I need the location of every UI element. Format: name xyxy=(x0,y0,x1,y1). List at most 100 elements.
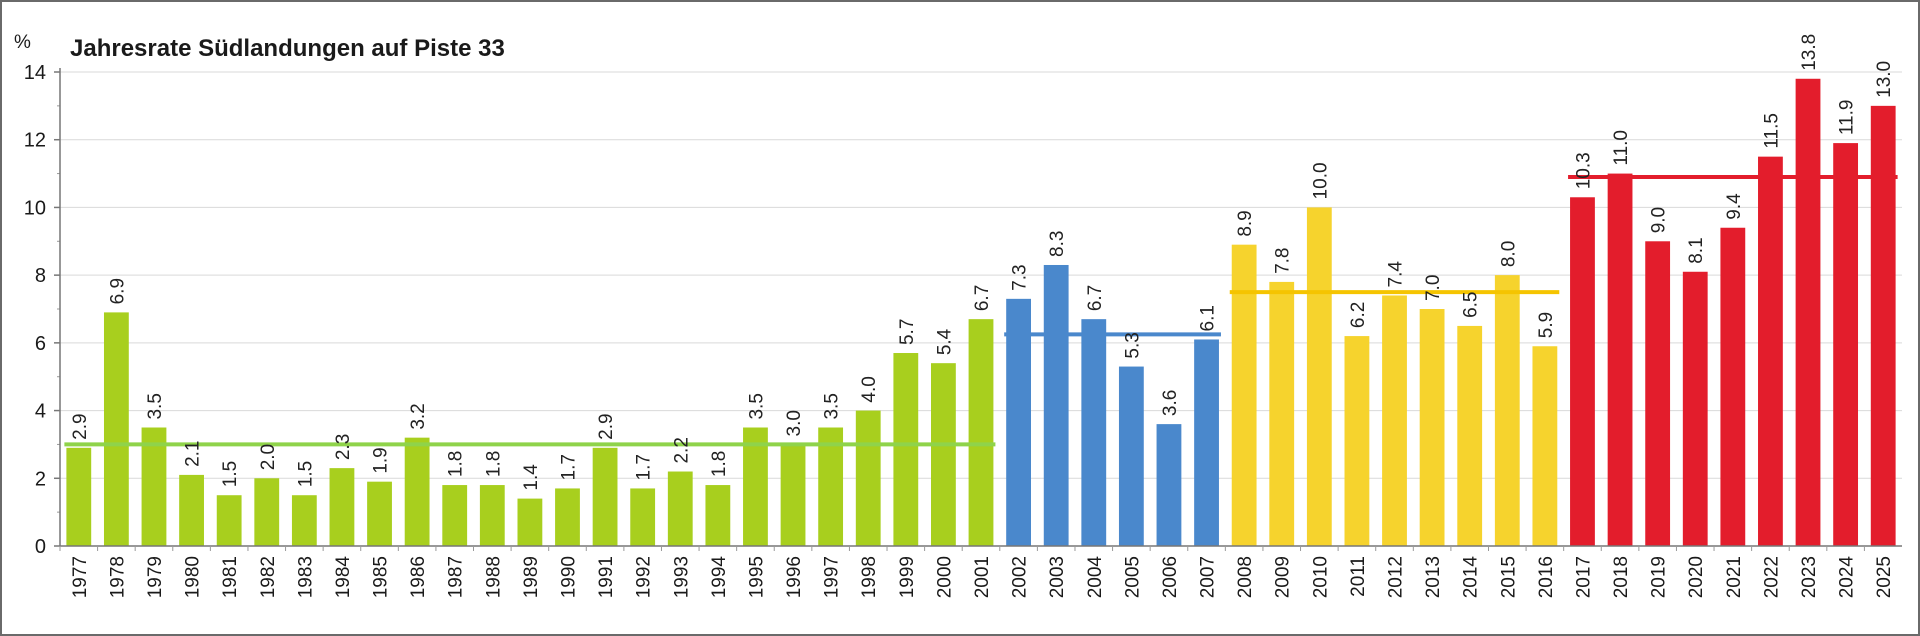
x-tick-label-1985: 1985 xyxy=(371,556,392,598)
y-tick-label: 8 xyxy=(35,265,46,287)
bar-2007 xyxy=(1194,339,1219,546)
bar-2011 xyxy=(1344,336,1370,546)
x-tick-label-2004: 2004 xyxy=(1085,556,1106,599)
value-label-2012: 7.4 xyxy=(1386,261,1407,288)
x-tick-label-1999: 1999 xyxy=(897,556,918,598)
y-tick-label: 0 xyxy=(35,536,46,558)
value-label-1979: 3.5 xyxy=(145,393,166,419)
value-label-1980: 2.1 xyxy=(183,440,204,466)
value-label-2007: 6.1 xyxy=(1198,305,1219,331)
x-tick-label-2025: 2025 xyxy=(1874,556,1895,598)
bar-2006 xyxy=(1156,424,1182,546)
x-tick-label-1983: 1983 xyxy=(295,556,316,598)
x-tick-label-1989: 1989 xyxy=(521,556,542,598)
x-tick-label-2011: 2011 xyxy=(1348,556,1369,597)
x-tick-labels: 1977 1978 1979 1980 1981 1982 1983 1984 1985 1986… xyxy=(70,556,1895,599)
value-label-1995: 3.5 xyxy=(746,393,767,419)
bar-1986 xyxy=(404,437,430,546)
x-tick-label-1993: 1993 xyxy=(671,556,692,598)
bar-1994 xyxy=(705,485,731,546)
x-tick-label-2016: 2016 xyxy=(1536,556,1557,598)
bar-1978 xyxy=(103,312,129,546)
y-tick-label: 14 xyxy=(24,62,46,84)
bar-2023 xyxy=(1795,78,1821,547)
x-tick-label-2002: 2002 xyxy=(1010,556,1031,598)
value-labels: 2.9 6.9 3.5 2.1 1.5 2.0 1.5 2.3 1.9 3.2 1.8 1.8 1.4 1… xyxy=(70,34,1895,491)
value-label-1985: 1.9 xyxy=(371,447,392,473)
bar-2001 xyxy=(968,319,994,546)
x-tick-label-1994: 1994 xyxy=(709,556,730,599)
value-label-2023: 13.8 xyxy=(1799,34,1820,71)
x-tick-label-2017: 2017 xyxy=(1573,556,1594,598)
bar-2008 xyxy=(1231,244,1257,546)
bar-1997 xyxy=(818,427,844,546)
value-label-1998: 4.0 xyxy=(859,376,880,402)
bar-1991 xyxy=(592,447,618,546)
bar-2009 xyxy=(1269,281,1295,546)
bar-2013 xyxy=(1419,309,1445,546)
chart-title: Jahresrate Südlandungen auf Piste 33 xyxy=(70,35,505,62)
value-label-2024: 11.9 xyxy=(1837,100,1858,136)
value-label-2000: 5.4 xyxy=(934,328,955,355)
x-tick-label-1982: 1982 xyxy=(258,556,279,598)
value-label-1986: 3.2 xyxy=(408,403,429,429)
y-tick-label: 6 xyxy=(35,333,46,355)
bar-2004 xyxy=(1081,319,1107,546)
bar-2017 xyxy=(1570,197,1595,546)
value-label-1997: 3.5 xyxy=(822,393,843,419)
x-tick-label-2021: 2021 xyxy=(1724,556,1745,598)
value-label-1978: 6.9 xyxy=(107,278,128,304)
bar-1993 xyxy=(667,471,693,546)
bar-1985 xyxy=(367,481,392,546)
value-label-2001: 6.7 xyxy=(972,285,993,311)
x-tick-label-1991: 1991 xyxy=(596,556,617,598)
value-label-2004: 6.7 xyxy=(1085,285,1106,311)
value-label-2017: 10.3 xyxy=(1573,152,1594,189)
bar-2010 xyxy=(1306,207,1332,546)
bar-1979 xyxy=(141,427,167,546)
value-label-2016: 5.9 xyxy=(1536,312,1557,338)
bar-2024 xyxy=(1833,143,1859,546)
x-tick-label-1977: 1977 xyxy=(70,556,91,598)
value-label-1994: 1.8 xyxy=(709,451,730,477)
value-label-2019: 9.0 xyxy=(1649,207,1670,233)
value-label-2003: 8.3 xyxy=(1047,231,1068,257)
x-tick-label-1990: 1990 xyxy=(558,556,579,598)
x-tick-label-1992: 1992 xyxy=(634,556,655,598)
bar-1981 xyxy=(216,495,242,546)
x-tick-label-1980: 1980 xyxy=(183,556,204,598)
bar-1998 xyxy=(855,410,881,546)
bar-2018 xyxy=(1607,173,1633,547)
value-label-2025: 13.0 xyxy=(1874,61,1895,98)
x-tick-label-2008: 2008 xyxy=(1235,556,1256,598)
x-tick-label-2012: 2012 xyxy=(1386,556,1407,598)
value-label-1984: 2.3 xyxy=(333,434,354,460)
value-label-1988: 1.8 xyxy=(483,451,504,477)
bars xyxy=(66,78,1896,547)
value-label-1993: 2.2 xyxy=(671,437,692,463)
bar-1999 xyxy=(893,353,919,546)
bar-1982 xyxy=(254,478,280,546)
bar-2005 xyxy=(1118,366,1144,546)
value-label-1982: 2.0 xyxy=(258,444,279,470)
value-label-2006: 3.6 xyxy=(1160,390,1181,416)
bar-2002 xyxy=(1006,298,1031,546)
value-label-1983: 1.5 xyxy=(295,461,316,487)
value-label-2010: 10.0 xyxy=(1310,162,1331,199)
value-label-2015: 8.0 xyxy=(1498,241,1519,267)
bar-2012 xyxy=(1382,295,1407,546)
value-label-1999: 5.7 xyxy=(897,319,918,345)
x-tick-label-2000: 2000 xyxy=(934,556,955,598)
bar-2025 xyxy=(1870,105,1896,546)
x-tick-label-1987: 1987 xyxy=(446,556,467,598)
y-tick-label: 12 xyxy=(24,130,46,152)
value-label-2009: 7.8 xyxy=(1273,247,1294,273)
x-tick-label-1997: 1997 xyxy=(822,556,843,598)
bar-1983 xyxy=(291,495,317,546)
x-tick-label-2007: 2007 xyxy=(1198,556,1219,598)
x-tick-label-1998: 1998 xyxy=(859,556,880,598)
x-tick-label-2005: 2005 xyxy=(1122,556,1143,598)
bar-2020 xyxy=(1682,271,1708,546)
x-tick-label-2009: 2009 xyxy=(1273,556,1294,598)
axes: 0 2 4 6 8 10 12 14 xyxy=(24,62,1902,558)
